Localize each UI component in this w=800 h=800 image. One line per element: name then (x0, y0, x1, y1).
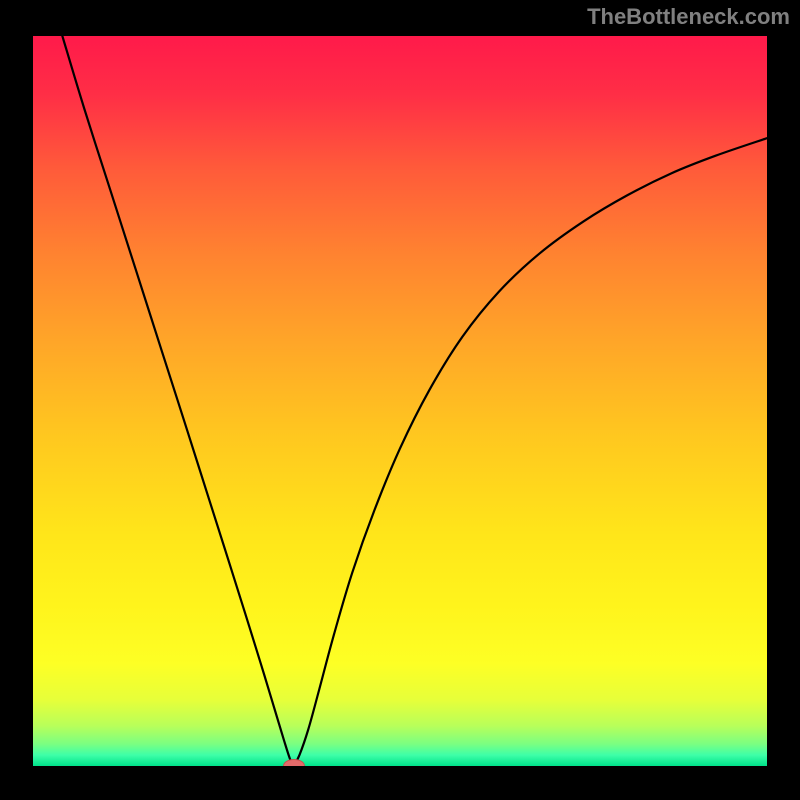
plot-area (33, 36, 767, 766)
watermark-text: TheBottleneck.com (587, 4, 790, 30)
curve-svg-layer (33, 36, 767, 766)
minimum-marker (283, 759, 305, 766)
bottleneck-curve (62, 36, 767, 766)
